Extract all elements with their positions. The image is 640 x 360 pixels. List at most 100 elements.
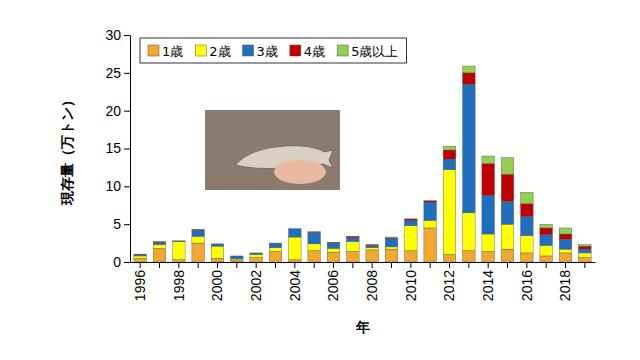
y-tick-label: 10 [105,178,121,194]
x-tick: 2006 [325,262,341,301]
x-tick-mark [546,262,547,268]
photo-hand [274,160,326,184]
x-tick: 2002 [248,262,264,301]
bar [153,248,166,262]
bar [385,249,398,262]
bar [579,257,592,262]
x-tick-label: 1998 [171,270,187,301]
y-tick-label: 25 [105,65,121,81]
legend-swatch [290,45,301,56]
bar [540,235,553,246]
x-tick-mark [256,262,257,268]
bar [153,241,166,242]
y-tick-mark [124,73,130,74]
bar [289,260,302,262]
bar [192,243,205,262]
x-tick-label: 2000 [209,270,225,301]
x-tick-label: 2018 [557,270,573,301]
x-tick-mark [217,262,218,268]
x-tick-mark [430,262,431,268]
bar [482,195,495,234]
bar [192,236,205,243]
bar [405,219,418,221]
bar [521,253,534,262]
bar [443,159,456,170]
bar [327,242,340,243]
y-tick: 20 [105,103,130,119]
bar [501,201,514,224]
x-tick-mark [352,262,353,268]
bar [231,259,244,261]
legend-item: 4歳 [290,44,325,59]
x-tick-mark [372,262,373,268]
bar [173,240,186,241]
bar [250,253,263,255]
y-axis: 051015202530 [105,27,130,270]
bar [521,204,534,217]
bar [385,239,398,247]
x-axis: 1996199820002002200420062008201020122014… [131,262,596,301]
bar [347,238,360,242]
x-tick: 2018 [557,262,573,301]
bar [366,244,379,246]
y-tick-label: 20 [105,103,121,119]
x-tick: 2016 [519,262,535,301]
bar [211,246,224,258]
bar [308,232,321,243]
x-tick-mark [140,262,141,268]
y-tick: 10 [105,178,130,194]
bar [463,213,476,251]
bar [269,243,282,244]
bar [443,150,456,159]
x-tick: 2008 [364,262,380,301]
x-tick-mark [178,262,179,268]
bar [579,246,592,249]
bar [308,231,321,233]
bar [231,256,244,259]
x-tick [198,262,199,268]
bar [308,251,321,262]
bar [347,242,360,252]
x-tick [352,262,353,268]
bar [250,252,263,253]
x-tick [584,262,585,268]
legend-item: 5歳以上 [337,44,398,59]
y-tick-label: 30 [105,27,121,43]
bar [153,241,166,243]
bar [443,254,456,262]
bar [134,254,147,255]
y-tick-mark [124,224,130,225]
bar [192,230,205,236]
bar [153,245,166,249]
x-tick [391,262,392,268]
y-axis-title: 現存量（万トン） [59,93,75,206]
bar [385,237,398,239]
x-tick-mark [275,262,276,268]
x-tick-label: 2002 [248,270,264,301]
x-tick-mark [294,262,295,268]
bar [308,244,321,251]
y-tick: 15 [105,140,130,156]
bar [521,192,534,203]
photo [205,110,340,190]
bar [289,237,302,260]
bar [540,224,553,228]
bar [211,258,224,262]
bar [173,242,186,260]
y-tick-mark [124,186,130,187]
x-tick-label: 2006 [325,270,341,301]
bar [501,174,514,201]
bar [231,255,244,256]
bar [231,255,244,256]
legend: 1歳2歳3歳4歳5歳以上 [140,38,406,63]
bar [347,251,360,262]
bar [540,256,553,262]
x-tick-mark [236,262,237,268]
bar [173,260,186,262]
y-tick-mark [124,149,130,150]
bar-series [385,66,591,246]
legend-label: 2歳 [209,44,230,59]
bar [501,249,514,262]
bar [424,200,437,201]
y-tick: 0 [113,254,130,270]
